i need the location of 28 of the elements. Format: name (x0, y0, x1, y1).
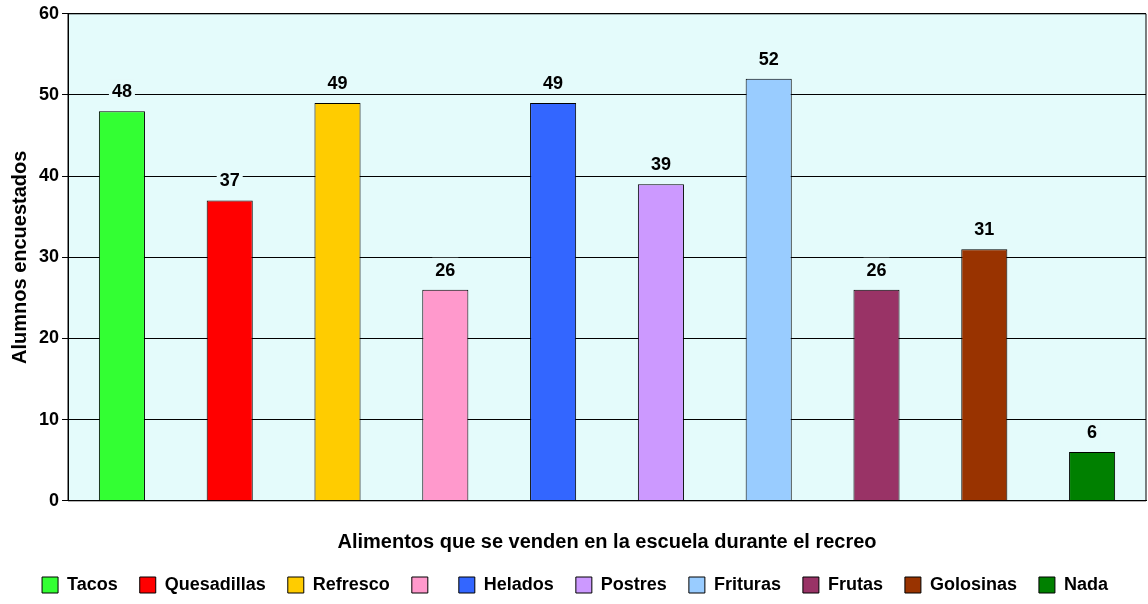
legend-label: Frutas (827, 573, 883, 594)
data-label: 26 (435, 259, 456, 280)
legend-label: Helados (483, 573, 554, 594)
data-label: 48 (111, 81, 132, 102)
data-label: 6 (1087, 422, 1098, 443)
legend-label: Quesadillas (164, 573, 266, 594)
y-tick-label: 20 (38, 327, 60, 348)
y-tick-label: 50 (38, 83, 60, 104)
y-axis-title: Alumnos encuestados (7, 150, 30, 364)
y-tick-label: 0 (49, 489, 60, 510)
legend-label: Refresco (312, 573, 390, 594)
y-tick-label: 30 (38, 246, 60, 267)
data-label: 26 (866, 259, 887, 280)
legend-label: Postres (600, 573, 667, 594)
legend-label: Golosinas (929, 573, 1017, 594)
data-label: 31 (974, 219, 995, 240)
legend-label: Frituras (713, 573, 781, 594)
y-tick-label: 40 (38, 165, 60, 186)
y-tick-label: 10 (38, 408, 60, 429)
legend-label: Tacos (67, 573, 118, 594)
data-label: 49 (543, 73, 564, 94)
data-label: 37 (219, 170, 240, 191)
x-axis-title: Alimentos que se venden en la escuela durante el recreo (337, 529, 877, 552)
data-label: 52 (758, 48, 779, 69)
legend-label: Nada (1063, 573, 1109, 594)
y-tick-label: 60 (38, 2, 60, 23)
data-label: 39 (650, 154, 671, 175)
data-label: 49 (327, 73, 348, 94)
